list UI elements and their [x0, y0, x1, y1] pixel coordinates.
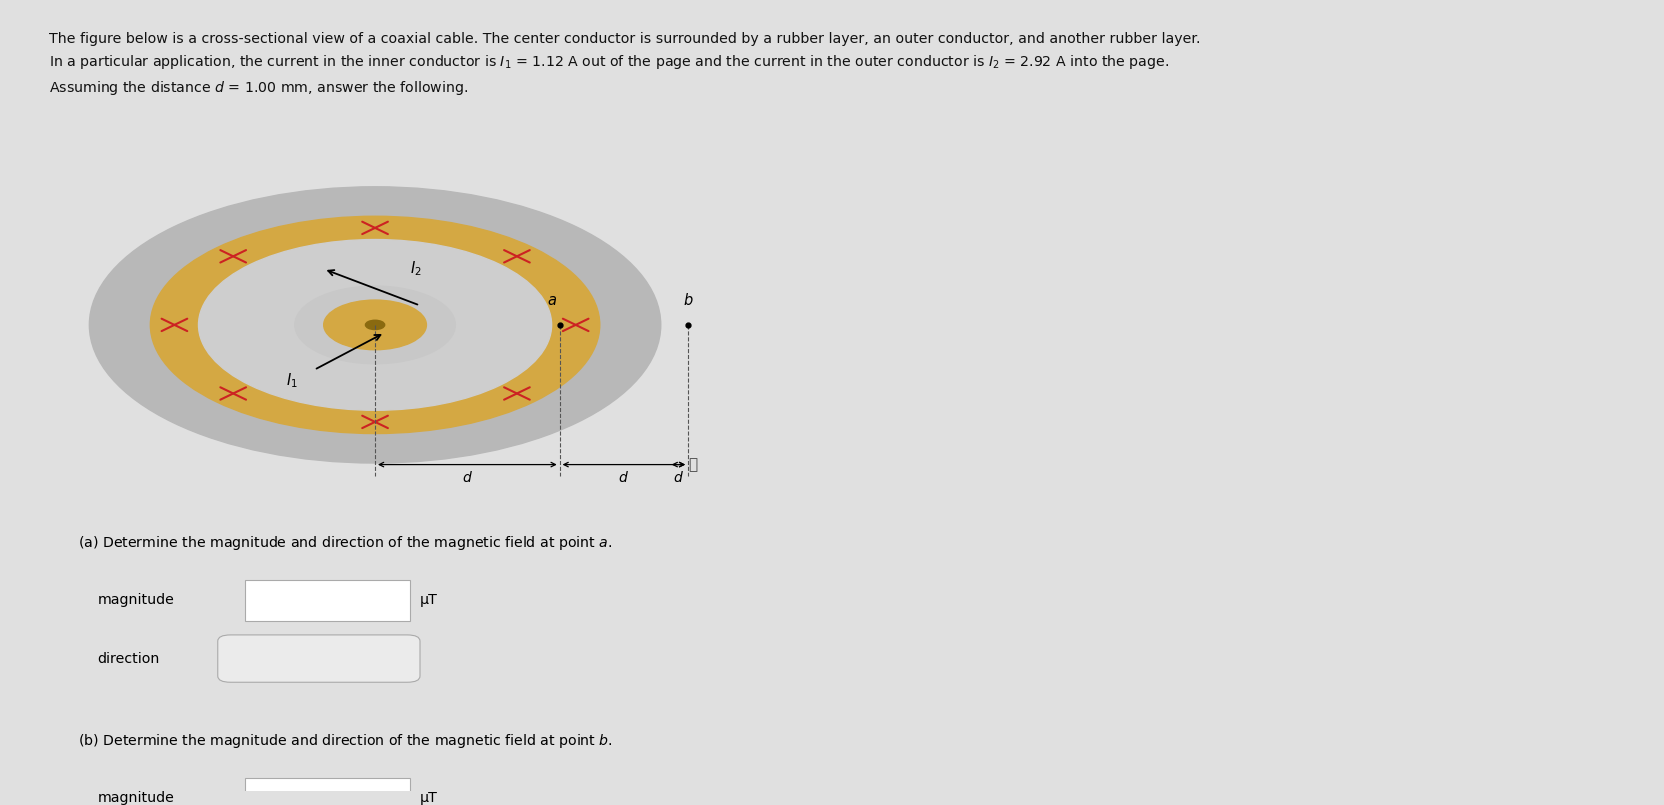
Text: $b$: $b$ — [682, 292, 692, 308]
Text: $d$: $d$ — [672, 469, 684, 485]
Circle shape — [90, 187, 661, 463]
Circle shape — [198, 240, 551, 411]
Text: magnitude: magnitude — [97, 593, 175, 608]
Text: magnitude: magnitude — [97, 791, 175, 805]
Text: $d$: $d$ — [617, 469, 629, 485]
Circle shape — [295, 286, 454, 364]
Text: Assuming the distance $d$ = 1.00 mm, answer the following.: Assuming the distance $d$ = 1.00 mm, ans… — [50, 79, 468, 97]
Text: $I_1$: $I_1$ — [286, 371, 298, 390]
FancyBboxPatch shape — [245, 778, 409, 805]
Text: $a$: $a$ — [546, 293, 556, 308]
Text: The figure below is a cross-sectional view of a coaxial cable. The center conduc: The figure below is a cross-sectional vi… — [50, 31, 1200, 46]
Text: $d$: $d$ — [461, 469, 473, 485]
Text: (a) Determine the magnitude and direction of the magnetic field at point $a$.: (a) Determine the magnitude and directio… — [78, 535, 612, 552]
FancyBboxPatch shape — [245, 580, 409, 621]
Circle shape — [364, 320, 384, 329]
Text: In a particular application, the current in the inner conductor is $I_1$ = 1.12 : In a particular application, the current… — [50, 53, 1168, 72]
Text: ⓘ: ⓘ — [687, 457, 697, 472]
Circle shape — [150, 217, 599, 434]
Text: —Select—: —Select— — [246, 652, 314, 665]
Circle shape — [323, 300, 426, 349]
Text: $I_2$: $I_2$ — [409, 260, 421, 279]
Text: μT: μT — [419, 593, 438, 608]
Text: ◅▻: ◅▻ — [376, 654, 391, 663]
Text: (b) Determine the magnitude and direction of the magnetic field at point $b$.: (b) Determine the magnitude and directio… — [78, 733, 612, 750]
Text: μT: μT — [419, 791, 438, 805]
FancyBboxPatch shape — [218, 635, 419, 683]
Text: direction: direction — [97, 651, 160, 666]
